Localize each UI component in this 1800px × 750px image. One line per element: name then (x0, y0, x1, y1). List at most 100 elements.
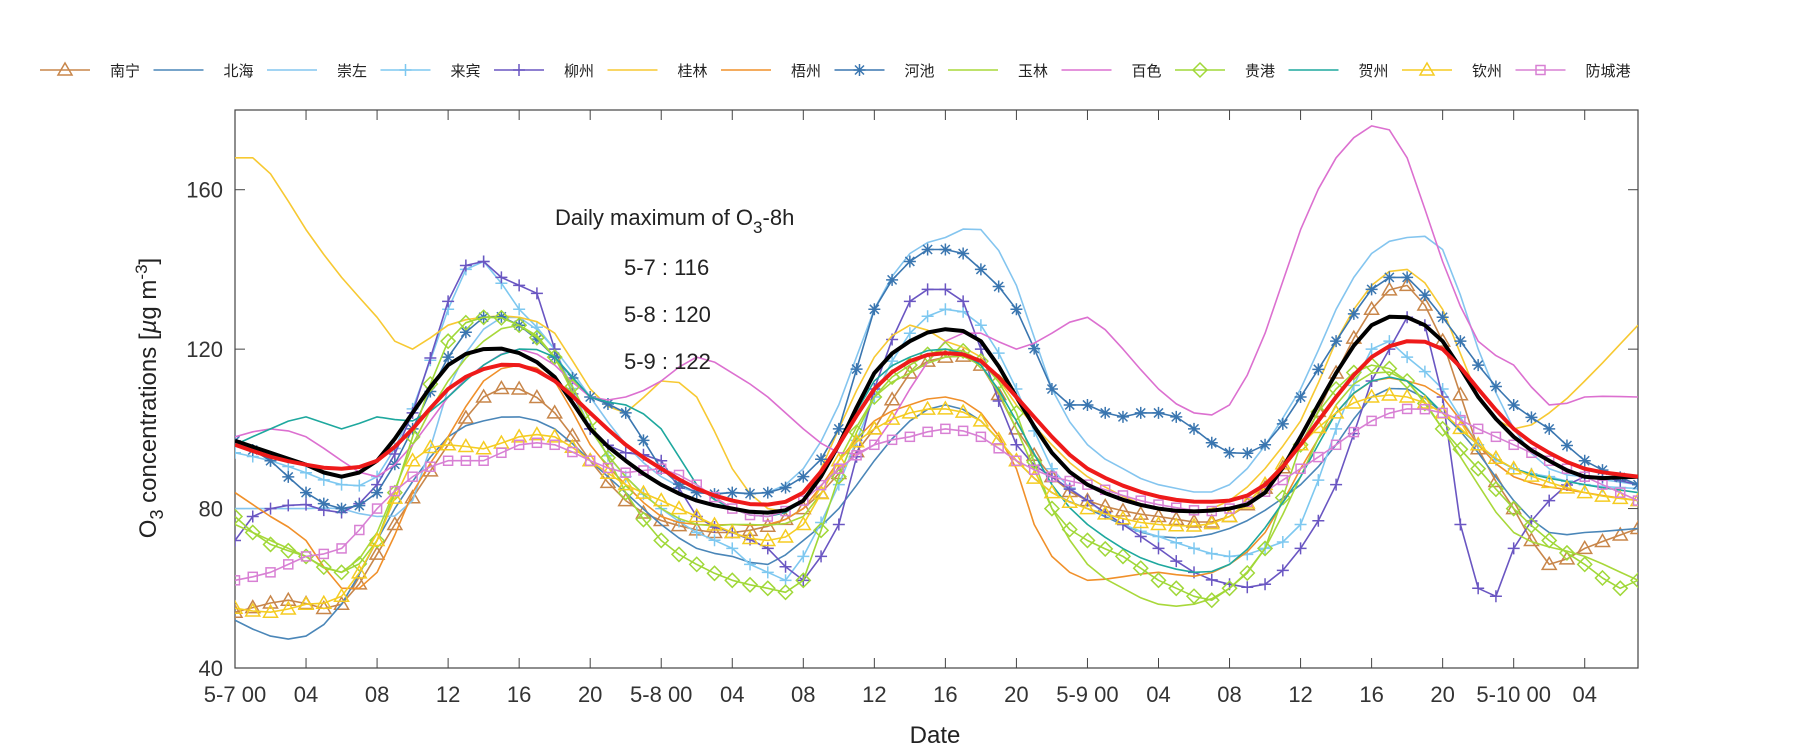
data-point (1416, 394, 1434, 409)
legend-label: 南宁 (110, 62, 140, 80)
data-point (833, 463, 845, 474)
data-point (317, 473, 330, 486)
data-point (1505, 500, 1522, 515)
data-point (1330, 478, 1343, 491)
data-point (779, 481, 792, 494)
annotation-line: 5-8 : 120 (624, 302, 711, 327)
data-point (653, 532, 670, 549)
data-point (1543, 455, 1555, 466)
data-point (247, 571, 259, 583)
legend-label: 来宾 (451, 62, 481, 80)
data-point (1401, 351, 1414, 364)
data-point (460, 455, 472, 466)
data-point (235, 534, 241, 547)
data-point (1132, 560, 1149, 577)
data-point (903, 327, 916, 340)
data-point (761, 486, 774, 499)
legend-label: 钦州 (1472, 62, 1502, 80)
legend-label: 贵港 (1245, 62, 1275, 80)
legend-item: 北海 (153, 62, 254, 80)
data-point (1419, 403, 1431, 415)
data-point (886, 434, 898, 446)
data-point (475, 440, 492, 455)
data-point (601, 397, 614, 410)
data-point (1523, 517, 1540, 534)
data-point (584, 455, 596, 466)
data-point (1010, 438, 1023, 451)
data-point (1294, 518, 1307, 531)
x-tick-label: 16 (933, 682, 957, 707)
data-point (1543, 494, 1556, 507)
x-axis: 5-7 00 04 08 12 16 20 5-8 00 04 08 12 16 20 5-9 00 04… (204, 110, 1597, 707)
legend-label: 北海 (224, 62, 254, 80)
data-point (1132, 505, 1150, 520)
data-point (280, 542, 297, 559)
data-point (688, 556, 705, 573)
data-point (1558, 479, 1576, 494)
legend-label: 百色 (1132, 62, 1162, 80)
data-point (1327, 364, 1345, 379)
data-point (351, 555, 368, 572)
data-point (992, 347, 1005, 360)
annotation: Daily maximum of O3-8h 5-7 : 116 5-8 : 1… (555, 205, 794, 374)
data-point (741, 576, 759, 593)
data-point (1239, 564, 1256, 582)
legend-label: 梧州 (791, 62, 821, 80)
data-point (389, 485, 401, 497)
data-point (815, 453, 828, 466)
data-point (510, 380, 528, 395)
data-point (235, 603, 244, 618)
data-point (1541, 532, 1558, 549)
data-point (1614, 487, 1626, 498)
legend-item: 百色 (1061, 62, 1162, 80)
data-point (528, 388, 546, 404)
data-point (1205, 573, 1218, 586)
data-point (1363, 388, 1380, 403)
data-point (741, 529, 759, 545)
data-point (439, 436, 457, 451)
data-point (354, 524, 365, 536)
data-point (282, 499, 295, 512)
data-point (1384, 407, 1395, 419)
data-point (315, 559, 332, 576)
data-point (1594, 533, 1611, 548)
data-point (1472, 359, 1485, 372)
data-point (1295, 463, 1306, 474)
legend-label: 柳州 (564, 62, 594, 80)
legend-label: 贺州 (1359, 62, 1389, 80)
data-point (866, 420, 883, 435)
data-point (1081, 398, 1094, 411)
data-point (1489, 380, 1502, 393)
data-point (567, 446, 578, 458)
data-point (1203, 513, 1221, 528)
data-point (262, 594, 279, 609)
data-point (495, 271, 508, 284)
data-point (1096, 505, 1114, 520)
legend-item: 来宾 (380, 62, 481, 80)
data-point (1363, 300, 1380, 316)
x-axis-label: Date (910, 722, 961, 749)
data-point (279, 591, 297, 606)
data-point (955, 342, 972, 359)
data-point (530, 287, 543, 300)
data-point (1063, 398, 1076, 411)
data-point (513, 303, 526, 316)
data-point (388, 448, 401, 461)
data-point (726, 486, 739, 499)
data-point (495, 310, 508, 323)
data-point (1188, 422, 1201, 435)
x-tick-label: 16 (1359, 682, 1383, 707)
legend-marker (1191, 61, 1209, 79)
data-point (1061, 521, 1078, 538)
data-point (386, 516, 404, 531)
x-tick-label: 5-9 00 (1056, 682, 1118, 707)
data-point (1203, 515, 1221, 530)
data-point (602, 462, 614, 474)
data-point (744, 558, 757, 571)
data-point (1150, 572, 1167, 589)
data-point (1205, 547, 1218, 560)
data-point (937, 400, 954, 415)
x-tick-label: 04 (294, 682, 318, 707)
series-line (235, 408, 1638, 582)
data-point (974, 319, 987, 332)
